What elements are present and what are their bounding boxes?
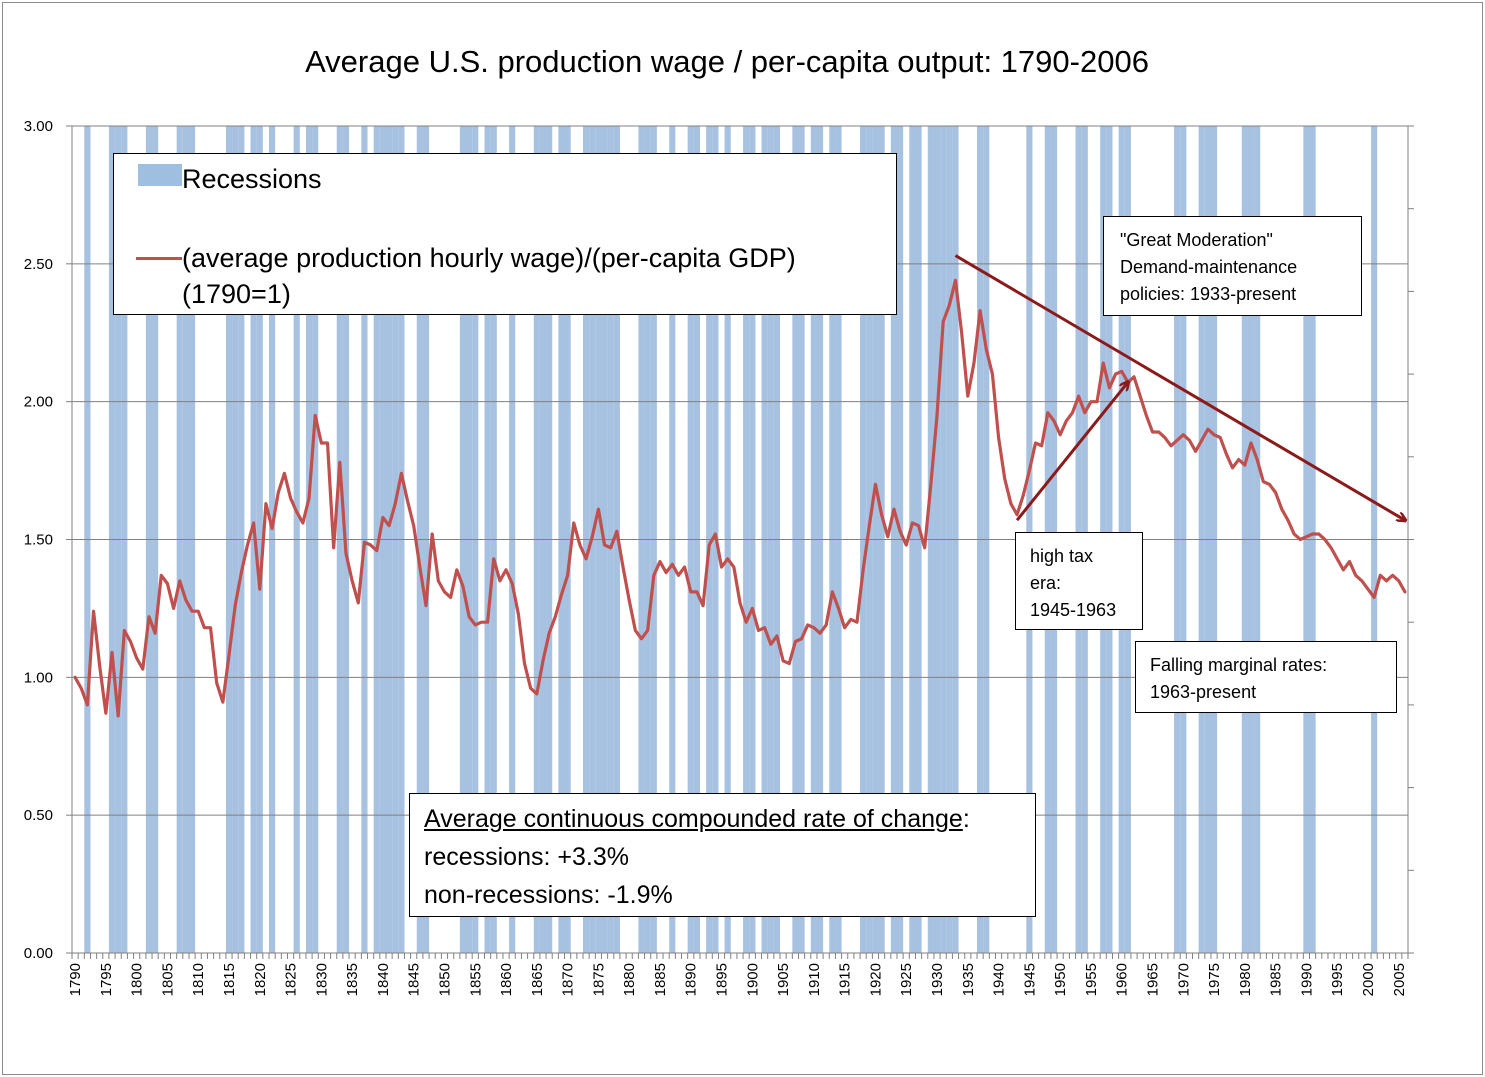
legend: Recessions (average production hourly wa…: [113, 153, 897, 315]
x-tick-label: 1990: [1298, 963, 1315, 996]
arrow-layer: [954, 254, 1404, 522]
great-moderation-line1: "Great Moderation": [1120, 230, 1273, 250]
x-tick-label: 1795: [98, 963, 115, 996]
x-tick-label: 1825: [283, 963, 300, 996]
x-tick-label: 1835: [344, 963, 361, 996]
x-tick-label: 1915: [837, 963, 854, 996]
x-tick-label: 2005: [1391, 963, 1408, 996]
x-tick-label: 1975: [1206, 963, 1223, 996]
x-tick-label: 1925: [898, 963, 915, 996]
non-recessions-rate: non-recessions: -1.9%: [424, 881, 673, 909]
x-tick-label: 1850: [436, 963, 453, 996]
rate-of-change-annotation: Average continuous compounded rate of ch…: [409, 793, 1036, 917]
legend-series-label: (average production hourly wage)/(per-ca…: [182, 240, 796, 312]
y-tick-labels: 0.00 0.50 1.00 1.50 2.00 2.50 3.00: [24, 118, 53, 962]
x-tick-label: 1995: [1329, 963, 1346, 996]
x-tick-label: 1945: [1021, 963, 1038, 996]
series-line-0: [73, 278, 1407, 718]
x-tick-label: 1870: [560, 963, 577, 996]
x-tick-label: 1910: [806, 963, 823, 996]
great-moderation-line2: Demand-maintenance: [1120, 257, 1298, 277]
rate-heading-text: Average continuous compounded rate of ch…: [424, 805, 963, 833]
y-tick-label: 1.50: [24, 532, 53, 549]
rate-heading: Average continuous compounded rate of ch…: [424, 800, 1021, 838]
x-tick-label: 2000: [1360, 963, 1377, 996]
x-tick-label: 1805: [159, 963, 176, 996]
recessions-rate: recessions: +3.3%: [424, 843, 629, 871]
x-tick-label: 1790: [67, 963, 84, 996]
y-tick-label: 3.00: [24, 118, 53, 135]
x-tick-label: 1930: [929, 963, 946, 996]
y-tick-label: 0.50: [24, 807, 53, 824]
x-tick-label: 1970: [1175, 963, 1192, 996]
x-tick-label: 1820: [252, 963, 269, 996]
x-tick-label: 1845: [406, 963, 423, 996]
great-moderation-annotation: "Great Moderation" Demand-maintenance po…: [1103, 216, 1362, 316]
x-tick-label: 1830: [313, 963, 330, 996]
great-moderation-line3: policies: 1933-present: [1120, 284, 1297, 304]
x-tick-label: 1860: [498, 963, 515, 996]
high-tax-annotation: high tax era: 1945-1963: [1015, 532, 1143, 630]
y-tick-label: 0.00: [24, 945, 53, 962]
legend-recessions-swatch: [138, 164, 182, 186]
rate-heading-colon: :: [962, 805, 970, 833]
axes: [66, 125, 1414, 959]
x-tick-label: 1965: [1144, 963, 1161, 996]
x-tick-label: 1935: [960, 963, 977, 996]
y-tick-label: 1.00: [24, 669, 53, 686]
x-tick-label: 1855: [467, 963, 484, 996]
x-tick-label: 1880: [621, 963, 638, 996]
x-tick-label: 1875: [590, 963, 607, 996]
great-moderation-trend-arrow: [954, 254, 1404, 521]
x-tick-label: 1950: [1052, 963, 1069, 996]
x-tick-label: 1895: [714, 963, 731, 996]
x-tick-label: 1810: [190, 963, 207, 996]
high-tax-line1: high tax: [1030, 546, 1094, 566]
high-tax-era-arrow: [1015, 382, 1128, 522]
y-tick-label: 2.50: [24, 256, 53, 273]
x-tick-label: 1920: [867, 963, 884, 996]
series-layer: [73, 278, 1407, 718]
x-tick-label: 1865: [529, 963, 546, 996]
x-tick-label: 1800: [129, 963, 146, 996]
x-tick-label: 1815: [221, 963, 238, 996]
x-tick-labels: 1790 1795 1800 1805 1810 1815 1820 1825 1830 1835…: [67, 963, 1408, 996]
x-tick-label: 1890: [683, 963, 700, 996]
x-tick-label: 1960: [1114, 963, 1131, 996]
legend-series-label-line1: (average production hourly wage)/(per-ca…: [182, 243, 796, 273]
x-tick-label: 1840: [375, 963, 392, 996]
y-tick-label: 2.00: [24, 394, 53, 411]
x-tick-label: 1885: [652, 963, 669, 996]
falling-rates-line2: 1963-present: [1150, 682, 1257, 702]
legend-series-swatch: [136, 257, 182, 260]
x-tick-label: 1955: [1083, 963, 1100, 996]
falling-rates-annotation: Falling marginal rates: 1963-present: [1135, 641, 1397, 713]
x-tick-label: 1905: [775, 963, 792, 996]
legend-recessions-label: Recessions: [182, 164, 322, 194]
falling-rates-line1: Falling marginal rates:: [1150, 655, 1328, 675]
x-tick-label: 1985: [1268, 963, 1285, 996]
high-tax-line2: era:: [1030, 573, 1062, 593]
legend-series-label-line2: (1790=1): [182, 279, 291, 309]
chart-title: Average U.S. production wage / per-capit…: [305, 44, 1149, 79]
x-tick-label: 1980: [1237, 963, 1254, 996]
x-tick-label: 1940: [991, 963, 1008, 996]
x-tick-label: 1900: [744, 963, 761, 996]
high-tax-line3: 1945-1963: [1030, 600, 1117, 620]
